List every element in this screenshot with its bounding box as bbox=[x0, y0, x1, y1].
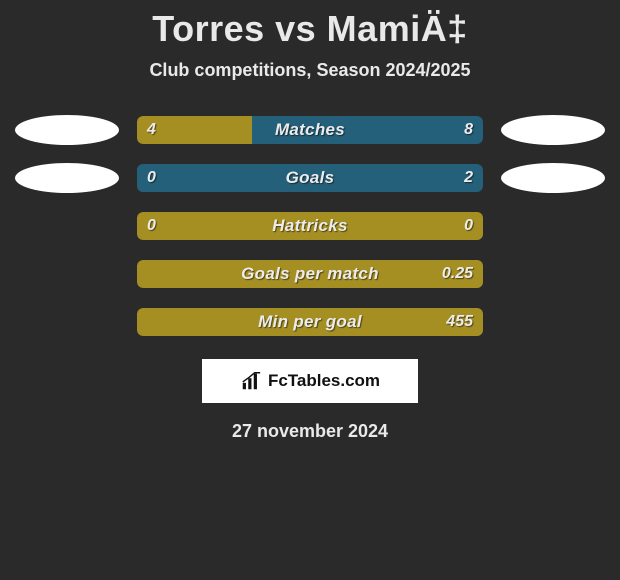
left-value: 4 bbox=[147, 116, 156, 144]
left-value: 0 bbox=[147, 164, 156, 192]
stat-row: Matches4 8 bbox=[0, 115, 620, 145]
source-logo-text: FcTables.com bbox=[268, 371, 380, 391]
date-label: 27 november 2024 bbox=[0, 421, 620, 442]
stat-bar: Hattricks0 0 bbox=[137, 212, 483, 240]
stat-label: Matches bbox=[137, 116, 483, 144]
right-flag-icon bbox=[501, 163, 605, 193]
stat-bar: Goals0 2 bbox=[137, 164, 483, 192]
bar-chart-icon bbox=[240, 370, 262, 392]
stat-label: Goals per match bbox=[137, 260, 483, 288]
stat-row: Goals0 2 bbox=[0, 163, 620, 193]
stat-label: Goals bbox=[137, 164, 483, 192]
left-value: 0 bbox=[147, 212, 156, 240]
right-value: 455 bbox=[446, 308, 473, 336]
stat-label: Hattricks bbox=[137, 212, 483, 240]
right-value: 0 bbox=[464, 212, 473, 240]
right-value: 2 bbox=[464, 164, 473, 192]
left-flag-icon bbox=[15, 163, 119, 193]
stat-row: Goals per match0.25 bbox=[0, 259, 620, 289]
stat-row: Hattricks0 0 bbox=[0, 211, 620, 241]
source-logo-box: FcTables.com bbox=[202, 359, 418, 403]
stat-row: Min per goal455 bbox=[0, 307, 620, 337]
right-value: 8 bbox=[464, 116, 473, 144]
right-value: 0.25 bbox=[442, 260, 473, 288]
stat-label: Min per goal bbox=[137, 308, 483, 336]
stat-bar: Min per goal455 bbox=[137, 308, 483, 336]
left-flag-icon bbox=[15, 115, 119, 145]
comparison-rows: Matches48Goals02Hattricks00Goals per mat… bbox=[0, 115, 620, 337]
stat-bar: Goals per match0.25 bbox=[137, 260, 483, 288]
stat-bar: Matches4 8 bbox=[137, 116, 483, 144]
page-title: Torres vs MamiÄ‡ bbox=[0, 0, 620, 50]
right-flag-icon bbox=[501, 115, 605, 145]
subtitle: Club competitions, Season 2024/2025 bbox=[0, 60, 620, 81]
